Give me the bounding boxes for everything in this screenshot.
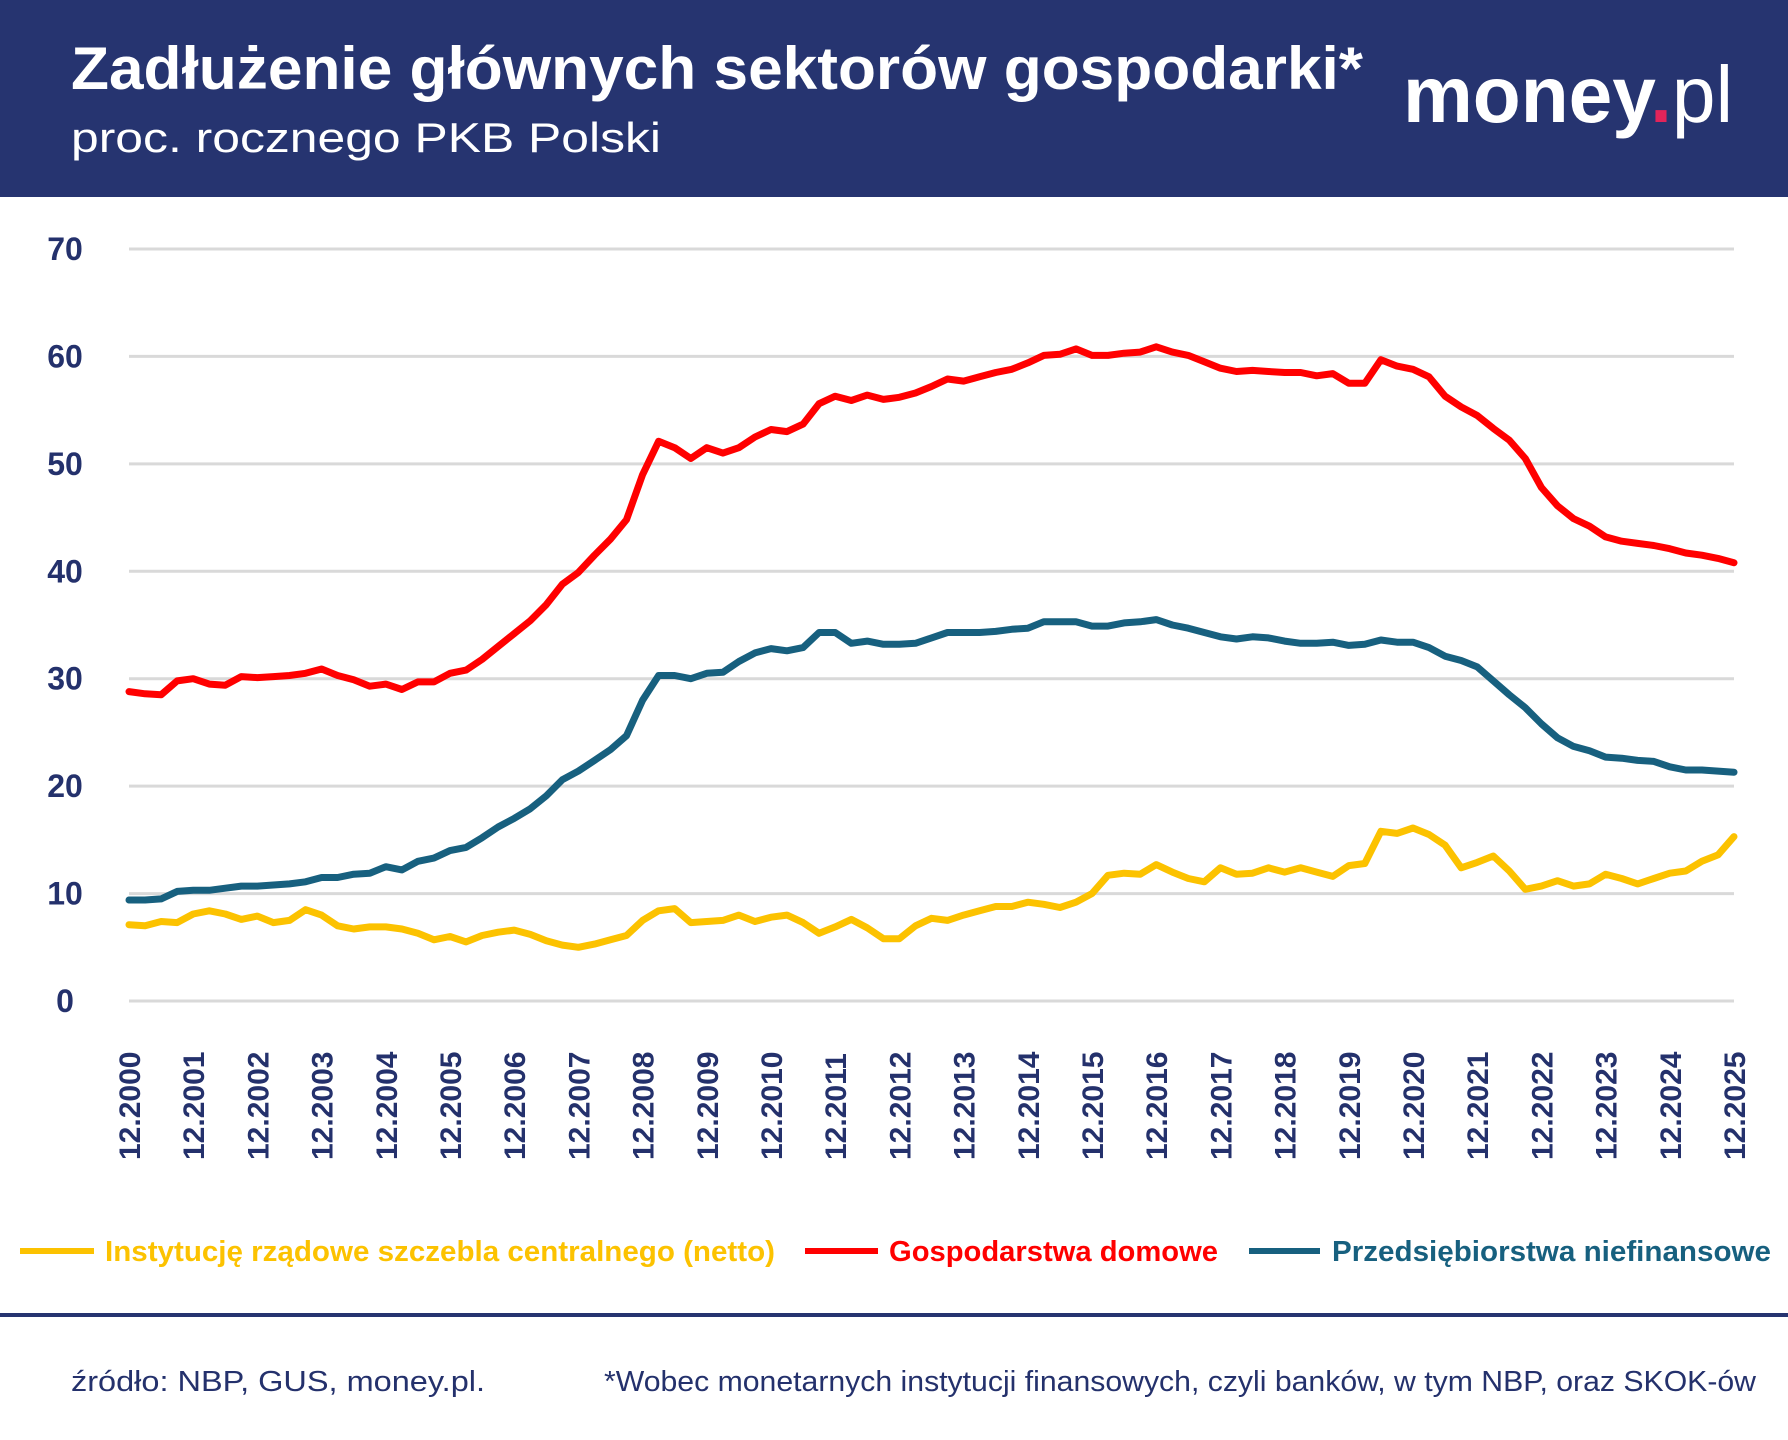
y-tick-label: 20	[47, 768, 83, 804]
footnote: *Wobec monetarnych instytucji finansowyc…	[604, 1366, 1757, 1398]
x-tick-label: 12.2008	[628, 1052, 661, 1160]
x-tick-label: 12.2014	[1013, 1051, 1046, 1160]
legend-label-households: Gospodarstwa domowe	[889, 1236, 1218, 1268]
x-tick-label: 12.2020	[1398, 1052, 1431, 1160]
y-tick-label: 0	[56, 983, 74, 1019]
x-tick-label: 12.2019	[1334, 1052, 1367, 1160]
x-tick-label: 12.2006	[499, 1052, 532, 1160]
x-tick-label: 12.2013	[949, 1052, 982, 1160]
logo-dot: .	[1650, 50, 1672, 139]
x-tick-label: 12.2025	[1719, 1052, 1752, 1160]
y-tick-label: 50	[47, 446, 83, 482]
money-pl-logo: money.pl	[1403, 50, 1733, 139]
source-note: źródło: NBP, GUS, money.pl.	[71, 1366, 485, 1398]
x-tick-label: 12.2016	[1141, 1052, 1174, 1160]
x-tick-label: 12.2003	[307, 1052, 340, 1160]
series-line-government	[125, 824, 1738, 951]
x-tick-label: 12.2011	[820, 1053, 853, 1160]
gridlines	[129, 247, 1734, 1003]
page-title: Zadłużenie głównych sektorów gospodarki*	[71, 35, 1364, 102]
x-tick-label: 12.2018	[1270, 1052, 1303, 1160]
footer-divider	[0, 1313, 1788, 1317]
page-subtitle: proc. rocznego PKB Polski	[71, 114, 661, 161]
series-lines	[125, 343, 1738, 951]
x-tick-label: 12.2001	[178, 1052, 211, 1160]
logo-suffix: pl	[1672, 50, 1733, 139]
x-tick-label: 12.2023	[1591, 1052, 1624, 1160]
x-tick-label: 12.2010	[756, 1052, 789, 1160]
x-tick-label: 12.2015	[1077, 1052, 1110, 1160]
x-tick-label: 12.2005	[435, 1052, 468, 1160]
x-tick-label: 12.2009	[692, 1052, 725, 1160]
y-tick-label: 40	[47, 553, 83, 589]
y-tick-label: 10	[47, 876, 83, 912]
logo-main: money	[1403, 50, 1656, 139]
x-tick-label: 12.2017	[1205, 1052, 1238, 1160]
x-tick-label: 12.2021	[1462, 1052, 1495, 1160]
header-banner	[0, 0, 1788, 197]
legend-label-enterprises: Przedsiębiorstwa niefinansowe	[1332, 1236, 1771, 1268]
x-tick-label: 12.2007	[563, 1052, 596, 1160]
y-tick-label: 30	[47, 661, 83, 697]
y-axis: 0 10 20 30 40 50 60 70	[47, 231, 83, 1019]
x-tick-label: 12.2004	[371, 1051, 404, 1160]
y-tick-label: 70	[47, 231, 83, 267]
x-tick-label: 12.2024	[1655, 1051, 1688, 1160]
series-line-enterprises	[125, 616, 1738, 904]
legend-label-government: Instytucję rządowe szczebla centralnego …	[105, 1236, 775, 1268]
x-tick-label: 12.2000	[114, 1052, 147, 1160]
x-tick-label: 12.2002	[242, 1052, 275, 1160]
x-tick-label: 12.2012	[884, 1052, 917, 1160]
legend: Instytucję rządowe szczebla centralnego …	[20, 1236, 1771, 1268]
y-tick-label: 60	[47, 338, 83, 374]
x-axis: 12.2000 12.2001 12.2002 12.2003 12.2004 12.20…	[114, 1051, 1752, 1160]
series-line-households	[125, 343, 1738, 699]
x-tick-label: 12.2022	[1526, 1052, 1559, 1160]
